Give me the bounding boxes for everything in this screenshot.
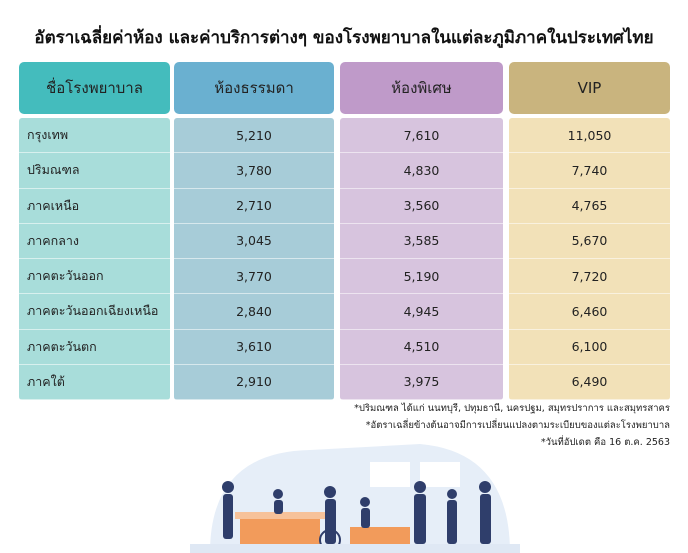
region-name-cell: ภาคตะวันออก (19, 259, 170, 295)
special-rate-cell: 3,560 (340, 189, 503, 224)
standard-rate-cell: 2,710 (174, 189, 334, 224)
vip-rate-cell: 6,490 (509, 365, 670, 400)
header-standard-room: ห้องธรรมดา (174, 62, 334, 114)
standard-rate-cell: 3,770 (174, 259, 334, 295)
standard-rate-cell: 2,910 (174, 365, 334, 400)
column-special-room: ห้องพิเศษ 7,610 4,830 3,560 3,585 5,190 4,945… (340, 62, 503, 400)
special-rate-cell: 3,975 (340, 365, 503, 400)
body: 11,050 7,740 4,765 5,670 7,720 6,460 6,100 6,49… (509, 118, 670, 400)
vip-rate-cell: 7,740 (509, 153, 670, 189)
vip-rate-cell: 6,460 (509, 294, 670, 330)
vip-rate-cell: 11,050 (509, 118, 670, 154)
region-name-cell: ภาคกลาง (19, 224, 170, 259)
header-hospital-name: ชื่อโรงพยาบาล (19, 62, 170, 114)
vip-rate-cell: 4,765 (509, 189, 670, 224)
hospital-illustration (190, 444, 520, 553)
special-rate-cell: 4,945 (340, 294, 503, 330)
page-title: อัตราเฉลี่ยค่าห้อง และค่าบริการต่างๆ ของ… (34, 28, 654, 48)
vip-rate-cell: 5,670 (509, 224, 670, 259)
column-hospital-name: ชื่อโรงพยาบาล กรุงเทพ ปริมณฑล ภาคเหนือ ภาคก… (19, 62, 170, 400)
footnote: *วันที่อัปเดต คือ 16 ต.ค. 2563 (540, 437, 670, 448)
special-rate-cell: 4,830 (340, 153, 503, 189)
region-name-cell: ภาคตะวันออกเฉียงเหนือ (19, 294, 170, 330)
body: 7,610 4,830 3,560 3,585 5,190 4,945 4,510 3,975 (340, 118, 503, 400)
body: กรุงเทพ ปริมณฑล ภาคเหนือ ภาคกลาง ภาคตะวันออก… (19, 118, 170, 400)
header-vip: VIP (509, 62, 670, 114)
vip-rate-cell: 7,720 (509, 259, 670, 295)
standard-rate-cell: 3,610 (174, 330, 334, 365)
standard-rate-cell: 5,210 (174, 118, 334, 154)
header-special-room: ห้องพิเศษ (340, 62, 503, 114)
special-rate-cell: 5,190 (340, 259, 503, 295)
special-rate-cell: 3,585 (340, 224, 503, 259)
special-rate-cell: 4,510 (340, 330, 503, 365)
footnotes: *ปริมณฑล ได้แก่ นนทบุรี, ปทุมธานี, นครปฐ… (354, 400, 670, 451)
region-name-cell: ภาคตะวันตก (19, 330, 170, 365)
region-name-cell: กรุงเทพ (19, 118, 170, 154)
standard-rate-cell: 3,045 (174, 224, 334, 259)
column-standard-room: ห้องธรรมดา 5,210 3,780 2,710 3,045 3,770 2,84… (174, 62, 334, 400)
body: 5,210 3,780 2,710 3,045 3,770 2,840 3,610 2,910 (174, 118, 334, 400)
region-name-cell: ภาคเหนือ (19, 189, 170, 224)
footnote: *อัตราเฉลี่ยข้างต้นอาจมีการเปลี่ยนแปลงตา… (365, 420, 670, 431)
standard-rate-cell: 2,840 (174, 294, 334, 330)
region-name-cell: ปริมณฑล (19, 153, 170, 189)
vip-rate-cell: 6,100 (509, 330, 670, 365)
region-name-cell: ภาคใต้ (19, 365, 170, 400)
standard-rate-cell: 3,780 (174, 153, 334, 189)
footnote: *ปริมณฑล ได้แก่ นนทบุรี, ปทุมธานี, นครปฐ… (354, 403, 670, 414)
special-rate-cell: 7,610 (340, 118, 503, 154)
column-vip: VIP 11,050 7,740 4,765 5,670 7,720 6,460 6,100… (509, 62, 670, 400)
